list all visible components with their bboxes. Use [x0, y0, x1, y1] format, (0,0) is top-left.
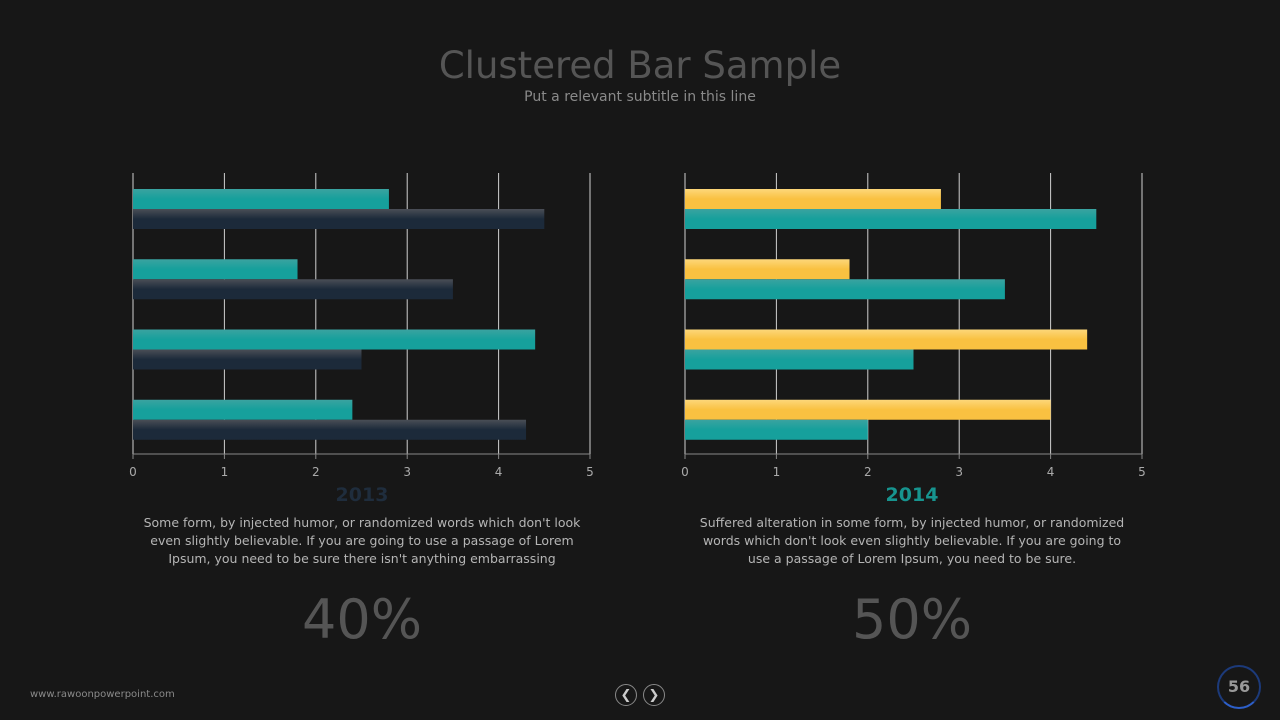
tick-label: 0 [129, 465, 137, 479]
percent-2013: 40% [301, 588, 423, 651]
tick-label: 5 [1138, 465, 1146, 479]
tick-label: 4 [495, 465, 503, 479]
tick-label: 2 [864, 465, 872, 479]
chart-2013: 0 1 2 3 4 5 [129, 173, 594, 479]
description-2013: Some form, by injected humor, or randomi… [143, 515, 581, 566]
bar-series-2-category-1 [685, 209, 1097, 229]
chart-2014: 0 1 2 3 4 5 [681, 173, 1146, 479]
tick-label: 5 [586, 465, 594, 479]
website-link[interactable]: www.rawoonpowerpoint.com [30, 689, 175, 700]
tick-label: 3 [403, 465, 411, 479]
bar-series-1-category-1 [685, 189, 941, 209]
bar-series-1-category-1 [133, 189, 389, 209]
tick-label: 3 [955, 465, 963, 479]
year-label-2014: 2014 [885, 484, 939, 506]
bar-series-2-category-3 [685, 349, 914, 370]
bar-series-1-category-4 [133, 399, 353, 420]
tick-label: 1 [773, 465, 781, 479]
tick-label: 1 [221, 465, 229, 479]
bar-series-2-category-1 [133, 209, 545, 229]
year-label-2013: 2013 [335, 484, 389, 506]
bar-series-2-category-4 [685, 419, 868, 440]
bar-series-1-category-2 [133, 259, 298, 280]
tick-label: 4 [1047, 465, 1055, 479]
bar-series-2-category-3 [133, 349, 362, 370]
next-slide-button[interactable]: ❯ [643, 684, 665, 706]
slide-title: Clustered Bar Sample [438, 44, 842, 87]
percent-2014: 50% [851, 588, 973, 651]
bar-series-2-category-2 [685, 279, 1005, 300]
slide-subtitle: Put a relevant subtitle in this line [524, 89, 756, 105]
bar-series-1-category-2 [685, 259, 850, 280]
tick-label: 0 [681, 465, 689, 479]
bar-series-1-category-3 [685, 329, 1088, 350]
tick-label: 2 [312, 465, 320, 479]
page-number: 56 [1217, 665, 1261, 709]
prev-slide-button[interactable]: ❮ [615, 684, 637, 706]
bar-series-2-category-2 [133, 279, 453, 300]
bar-series-1-category-3 [133, 329, 536, 350]
bar-series-2-category-4 [133, 419, 527, 440]
bar-series-1-category-4 [685, 399, 1051, 420]
description-2014: Suffered alteration in some form, by inj… [699, 515, 1125, 566]
